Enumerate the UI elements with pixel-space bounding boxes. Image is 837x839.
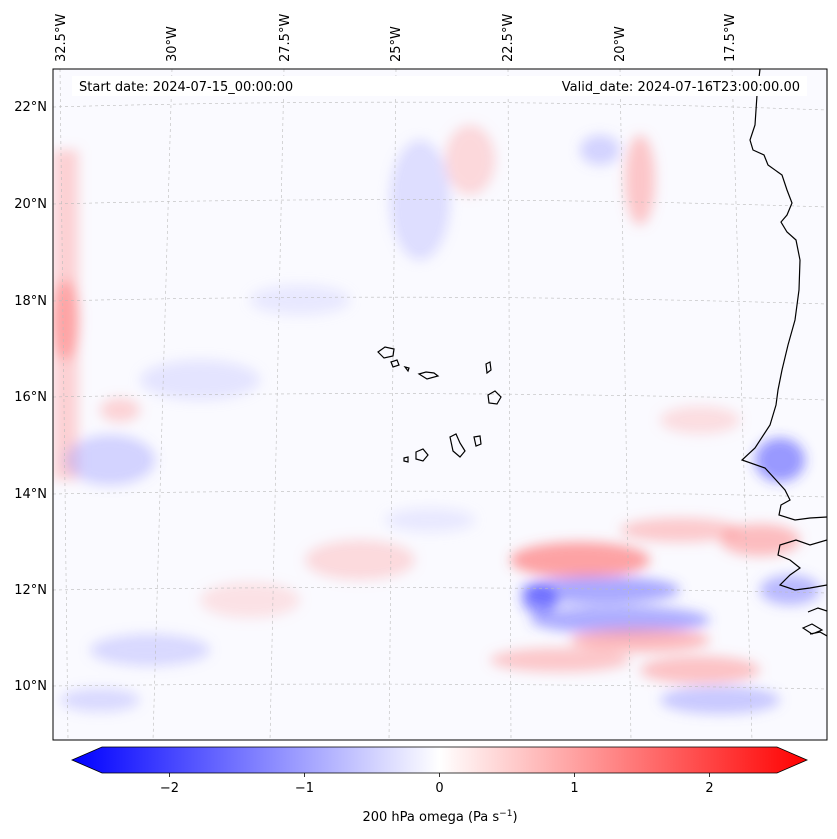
island-brava	[403, 456, 409, 463]
gridline-lon	[59, 69, 69, 740]
gridline-lon	[388, 69, 397, 740]
lat-label: 10°N	[14, 679, 47, 694]
island-maio	[473, 435, 482, 447]
lon-label: 27.5°W	[278, 14, 293, 62]
colorbar: −2 −1 0 1 2 200 hPa omega (Pa s−1)	[70, 746, 809, 825]
gridline-lon	[507, 69, 512, 740]
gridline-lat	[53, 296, 827, 305]
start-date-label: Start date: 2024-07-15_00:00:00	[79, 80, 293, 95]
lat-label: 18°N	[14, 294, 47, 309]
omega-field	[53, 125, 820, 714]
island-boa-vista	[487, 390, 502, 405]
colorbar-tick-label: 0	[435, 781, 443, 796]
colorbar-label-exponent: −1	[499, 809, 512, 819]
lon-label: 22.5°W	[501, 14, 516, 62]
map-border	[52, 68, 828, 741]
island-sao-vicente	[390, 359, 400, 368]
colorbar-label: 200 hPa omega (Pa s−1)	[362, 809, 517, 825]
graticule	[53, 69, 827, 740]
gridline-lat	[53, 393, 827, 401]
lon-label: 17.5°W	[723, 14, 738, 62]
colorbar-tick-label: 1	[570, 781, 578, 796]
lon-label: 30°W	[165, 26, 180, 62]
colorbar-label-end: )	[512, 810, 517, 825]
lat-label: 16°N	[14, 390, 47, 405]
gridline-lat	[53, 101, 827, 111]
senegal-gambia-coast	[777, 539, 827, 591]
lat-label: 14°N	[14, 487, 47, 502]
guinea-bissau-coast	[801, 607, 827, 637]
island-fogo	[415, 448, 429, 462]
annotation-bar: Start date: 2024-07-15_00:00:00 Valid_da…	[72, 76, 807, 96]
island-sao-nicolau	[417, 371, 440, 380]
longitude-labels: 32.5°W 30°W 27.5°W 25°W 22.5°W 20°W 17.5…	[54, 14, 738, 62]
latitude-labels: 22°N 20°N 18°N 16°N 14°N 12°N 10°N	[14, 100, 47, 694]
gridline-lat	[53, 587, 827, 594]
colorbar-ticks: −2 −1 0 1 2	[160, 773, 714, 796]
gridline-lat	[53, 683, 827, 690]
africa-coastline	[740, 69, 827, 521]
island-santo-antao	[377, 346, 395, 359]
gridline-lon	[269, 69, 285, 740]
lat-label: 20°N	[14, 197, 47, 212]
island-sal	[485, 361, 492, 375]
island-santiago	[449, 433, 466, 458]
gridline-lat	[53, 199, 827, 208]
colorbar-tick-label: 2	[705, 781, 713, 796]
lon-label: 32.5°W	[54, 14, 69, 62]
lon-label: 25°W	[389, 26, 404, 62]
gridline-lon	[152, 69, 173, 740]
colorbar-tick-label: −2	[160, 781, 179, 796]
lat-label: 22°N	[14, 100, 47, 115]
lon-label: 20°W	[613, 26, 628, 62]
map-panel: Start date: 2024-07-15_00:00:00 Valid_da…	[52, 68, 828, 741]
gridline-lat	[53, 490, 827, 498]
valid-date-label: Valid_date: 2024-07-16T23:00:00.00	[562, 80, 800, 95]
coastlines	[377, 69, 827, 637]
lat-label: 12°N	[14, 583, 47, 598]
gridline-lon	[731, 69, 753, 740]
colorbar-tick-label: −1	[295, 781, 314, 796]
colorbar-label-main: 200 hPa omega (Pa s	[362, 810, 499, 825]
gridline-lon	[619, 69, 632, 740]
island-santa-luzia	[403, 366, 410, 373]
colorbar-fill	[70, 746, 809, 774]
